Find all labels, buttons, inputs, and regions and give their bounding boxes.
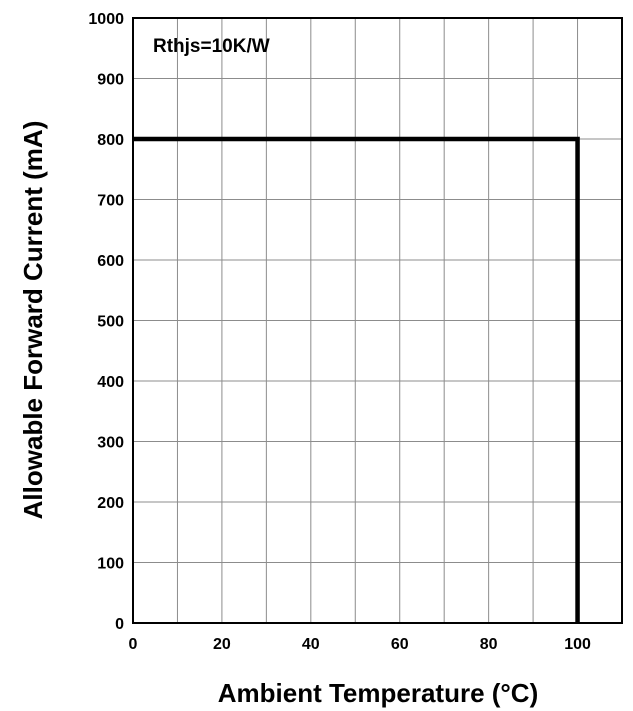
y-tick-label: 300 (97, 435, 124, 452)
x-tick-label: 40 (302, 636, 320, 653)
y-tick-label: 400 (97, 374, 124, 391)
y-tick-label: 700 (97, 193, 124, 210)
y-tick-label: 1000 (88, 11, 124, 28)
x-tick-label: 60 (391, 636, 409, 653)
y-tick-label: 500 (97, 314, 124, 331)
derating-curve (133, 136, 580, 623)
y-tick-label: 200 (97, 495, 124, 512)
annotation-label: Rthjs=10K/W (153, 36, 270, 57)
y-tick-label: 0 (115, 616, 124, 633)
x-tick-label: 20 (213, 636, 231, 653)
x-axis-title: Ambient Temperature (°C) (218, 678, 539, 708)
y-tick-label: 600 (97, 253, 124, 270)
grid-lines (133, 18, 622, 623)
x-tick-label: 0 (129, 636, 138, 653)
x-tick-labels: 0 20 40 60 80 100 (129, 636, 591, 653)
y-tick-labels: 0 100 200 300 400 500 600 700 800 900 1000 (88, 11, 124, 633)
x-tick-label: 100 (564, 636, 591, 653)
y-tick-label: 900 (97, 72, 124, 89)
series-group (133, 136, 580, 623)
y-tick-label: 100 (97, 556, 124, 573)
plot-frame (132, 17, 623, 624)
y-tick-label: 800 (97, 132, 124, 149)
y-axis-title: Allowable Forward Current (mA) (18, 121, 48, 520)
x-tick-label: 80 (480, 636, 498, 653)
